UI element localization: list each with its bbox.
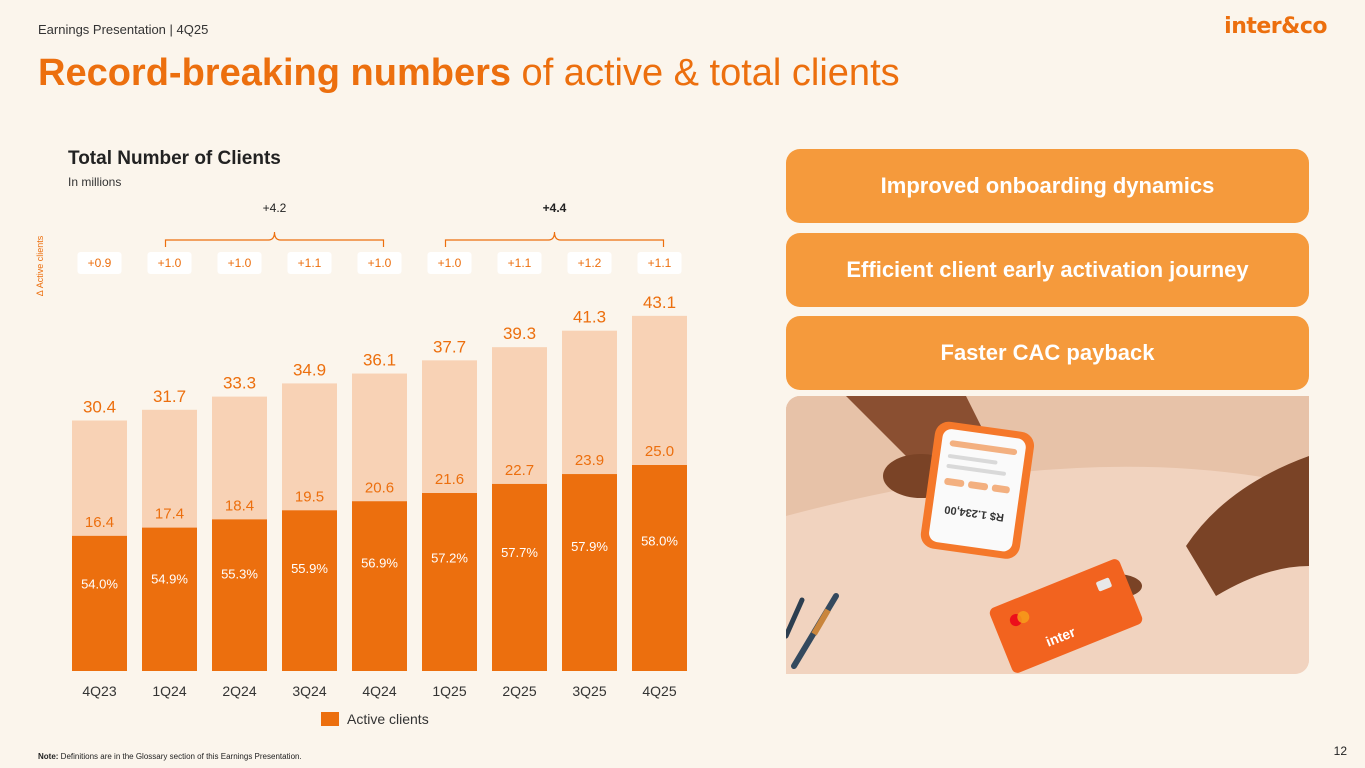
activation-rate-label: 56.9%	[361, 555, 398, 570]
x-tick-label: 4Q25	[642, 683, 676, 699]
delta-value-label: +1.0	[438, 256, 462, 270]
grouping-bracket	[444, 231, 665, 247]
x-tick-label: 4Q23	[82, 683, 116, 699]
grouping-bracket	[164, 231, 385, 247]
delta-pill	[217, 252, 262, 274]
active-value-label: 19.5	[295, 488, 324, 505]
activation-rate-label: 58.0%	[641, 533, 678, 548]
delta-value-label: +1.0	[228, 256, 252, 270]
x-tick-label: 2Q25	[502, 683, 536, 699]
chart-title: Total Number of Clients	[68, 148, 281, 169]
active-value-label: 22.7	[505, 462, 534, 479]
active-clients-bar	[72, 535, 127, 671]
active-clients-bar	[632, 465, 687, 671]
chart-subtitle: In millions	[68, 175, 122, 189]
x-tick-label: 1Q24	[152, 683, 186, 699]
right-arm	[1186, 456, 1309, 596]
delta-value-label: +1.0	[368, 256, 392, 270]
active-clients-bar	[142, 527, 197, 671]
delta-pill	[357, 252, 402, 274]
total-value-label: 30.4	[83, 398, 116, 417]
delta-value-label: +1.0	[158, 256, 182, 270]
active-value-label: 18.4	[225, 497, 254, 514]
active-value-label: 20.6	[365, 479, 394, 496]
x-tick-label: 2Q24	[222, 683, 256, 699]
activation-rate-label: 57.7%	[501, 545, 538, 560]
legend-label: Active clients	[347, 711, 429, 727]
active-clients-bar	[422, 493, 477, 671]
total-value-label: 39.3	[503, 324, 536, 343]
total-value-label: 36.1	[363, 351, 396, 370]
activation-rate-label: 55.3%	[221, 567, 258, 582]
delta-value-label: +1.2	[578, 256, 602, 270]
total-value-label: 34.9	[293, 360, 326, 379]
x-tick-label: 1Q25	[432, 683, 466, 699]
total-value-label: 41.3	[573, 308, 606, 327]
inter-co-logo: inter&co	[1224, 14, 1327, 39]
clients-bar-chart: Δ Active clients 30.4 16.4 54.0% 4Q23 +0.9 31.…	[35, 201, 687, 699]
chart-legend: Active clients	[321, 711, 429, 727]
active-value-label: 23.9	[575, 452, 604, 469]
slide-title-rest: of active & total clients	[511, 52, 900, 94]
active-clients-bar	[562, 474, 617, 671]
delta-pill	[567, 252, 612, 274]
phone: R$ 1.234,00	[920, 421, 1035, 559]
active-clients-bar	[492, 483, 547, 671]
inter-card: inter	[989, 559, 1143, 673]
delta-value-label: +0.9	[88, 256, 112, 270]
x-tick-label: 3Q25	[572, 683, 606, 699]
delta-pill	[147, 252, 192, 274]
active-value-label: 21.6	[435, 471, 464, 488]
active-value-label: 25.0	[645, 443, 674, 460]
page-number: 12	[1333, 744, 1347, 758]
delta-pill	[287, 252, 332, 274]
total-value-label: 33.3	[223, 374, 256, 393]
footnote: Note: Definitions are in the Glossary se…	[38, 752, 302, 761]
legend-swatch-active	[321, 712, 339, 726]
active-value-label: 17.4	[155, 506, 184, 523]
presentation-header-label: Earnings Presentation | 4Q25	[38, 22, 209, 37]
activation-rate-label: 54.0%	[81, 577, 118, 592]
delta-value-label: +1.1	[508, 256, 532, 270]
delta-value-label: +1.1	[648, 256, 672, 270]
active-clients-bar	[212, 519, 267, 671]
x-tick-label: 4Q24	[362, 683, 396, 699]
pen	[786, 593, 839, 669]
delta-axis-label: Δ Active clients	[35, 235, 45, 296]
hands-phone-card-photo: R$ 1.234,00 inter	[786, 396, 1309, 674]
activation-rate-label: 57.2%	[431, 550, 468, 565]
activation-rate-label: 55.9%	[291, 561, 328, 576]
slide-title: Record-breaking numbers of active & tota…	[38, 52, 900, 95]
highlight-onboarding: Improved onboarding dynamics	[786, 149, 1309, 223]
delta-pill	[497, 252, 542, 274]
total-value-label: 43.1	[643, 293, 676, 312]
bracket-total-label: +4.2	[263, 201, 287, 215]
footnote-text: Definitions are in the Glossary section …	[58, 752, 302, 761]
bracket-total-label: +4.4	[543, 201, 567, 215]
delta-pill	[427, 252, 472, 274]
delta-pill	[637, 252, 682, 274]
x-tick-label: 3Q24	[292, 683, 326, 699]
total-value-label: 37.7	[433, 337, 466, 356]
highlight-activation-journey: Efficient client early activation journe…	[786, 233, 1309, 307]
total-value-label: 31.7	[153, 387, 186, 406]
delta-value-label: +1.1	[298, 256, 322, 270]
activation-rate-label: 54.9%	[151, 572, 188, 587]
highlight-cac-payback: Faster CAC payback	[786, 316, 1309, 390]
activation-rate-label: 57.9%	[571, 539, 608, 554]
delta-pill	[77, 252, 122, 274]
slide-title-bold: Record-breaking numbers	[38, 52, 511, 94]
active-clients-bar	[352, 501, 407, 671]
active-value-label: 16.4	[85, 514, 114, 531]
active-clients-bar	[282, 510, 337, 671]
footnote-label: Note:	[38, 752, 59, 761]
